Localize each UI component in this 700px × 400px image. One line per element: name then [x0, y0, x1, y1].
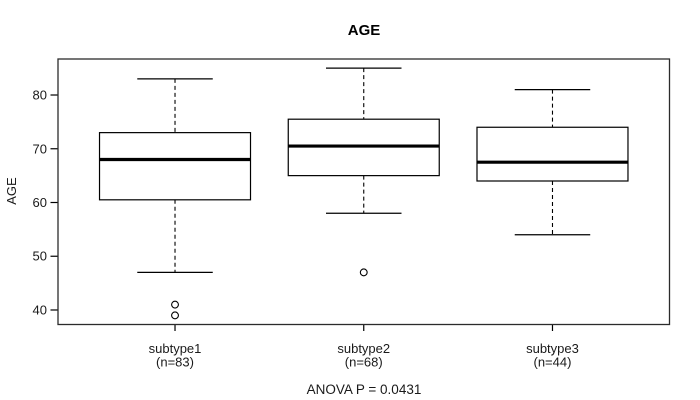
y-tick-label: 50: [33, 249, 47, 264]
y-axis-label: AGE: [4, 177, 19, 205]
category-sublabel: (n=44): [534, 355, 572, 370]
box-subtype3: [476, 89, 629, 236]
iqr-box: [98, 132, 252, 201]
anova-annotation: ANOVA P = 0.0431: [307, 382, 422, 397]
box-subtype2: [287, 67, 440, 277]
y-tick-label: 40: [33, 302, 47, 317]
outlier-point: [171, 300, 179, 309]
plot-frame: [57, 58, 671, 326]
x-axis: subtype1(n=83) subtype2(n=68) subtype3(n=4…: [149, 324, 579, 370]
box-subtype1: [98, 78, 252, 320]
boxes-group: [98, 67, 629, 320]
chart-title: AGE: [348, 22, 381, 39]
y-tick-label: 60: [33, 195, 47, 210]
y-axis: 40 50 60 70 80: [33, 88, 58, 317]
category-label: subtype2: [337, 341, 390, 356]
category-label: subtype1: [149, 341, 202, 356]
category-sublabel: (n=83): [156, 355, 194, 370]
y-tick-label: 80: [33, 88, 47, 103]
y-tick-label: 70: [33, 141, 47, 156]
outlier-point: [171, 311, 179, 320]
category-sublabel: (n=68): [345, 355, 383, 370]
outlier-point: [359, 268, 368, 277]
iqr-box: [476, 126, 629, 182]
category-label: subtype3: [526, 341, 579, 356]
